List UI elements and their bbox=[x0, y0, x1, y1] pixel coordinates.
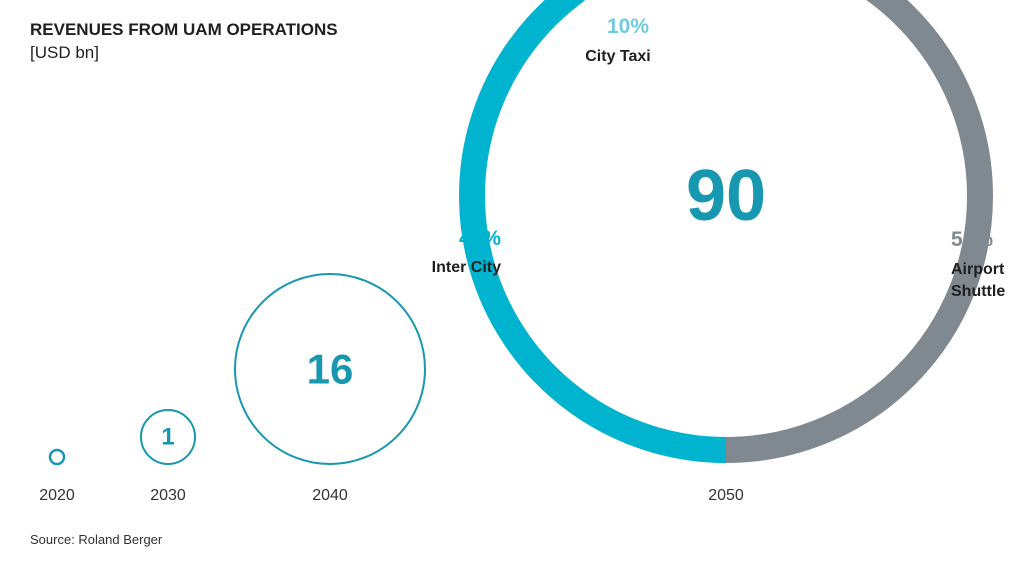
segment-labels: 10% City Taxi 40% Inter City 50% Airport Shutt… bbox=[432, 15, 1006, 300]
bubble-2040 bbox=[234, 273, 426, 465]
donut-2050: 90 bbox=[459, 0, 993, 463]
year-label-2030: 2030 bbox=[150, 487, 186, 504]
segment-name-airport-shuttle: Airport Shuttle bbox=[951, 261, 1005, 300]
segment-percent-inter-city: 40% bbox=[459, 227, 501, 250]
bubble-2030 bbox=[140, 409, 196, 465]
bubble-2020 bbox=[48, 448, 66, 466]
donut-segment-airport-shuttle bbox=[725, 0, 993, 463]
chart-title: REVENUES FROM UAM OPERATIONS bbox=[30, 20, 338, 39]
bubble-value-2050: 90 bbox=[686, 156, 766, 236]
year-label-2020: 2020 bbox=[39, 487, 75, 504]
bubble-value-2030: 1 bbox=[161, 424, 174, 451]
source-note: Source: Roland Berger bbox=[30, 532, 163, 547]
segment-name-city-taxi: City Taxi bbox=[585, 48, 651, 65]
year-labels: 2020 2030 2040 2050 bbox=[39, 487, 744, 504]
bubbles-group: 1 16 bbox=[48, 273, 426, 466]
year-label-2040: 2040 bbox=[312, 487, 348, 504]
bubble-value-2040: 16 bbox=[307, 346, 354, 393]
year-label-2050: 2050 bbox=[708, 487, 744, 504]
donut-segment-inter-city bbox=[459, 0, 727, 463]
segment-percent-city-taxi: 10% bbox=[607, 15, 649, 38]
segment-percent-airport-shuttle: 50% bbox=[951, 228, 993, 251]
segment-name-inter-city: Inter City bbox=[432, 259, 501, 276]
chart-subtitle: [USD bn] bbox=[30, 43, 99, 62]
